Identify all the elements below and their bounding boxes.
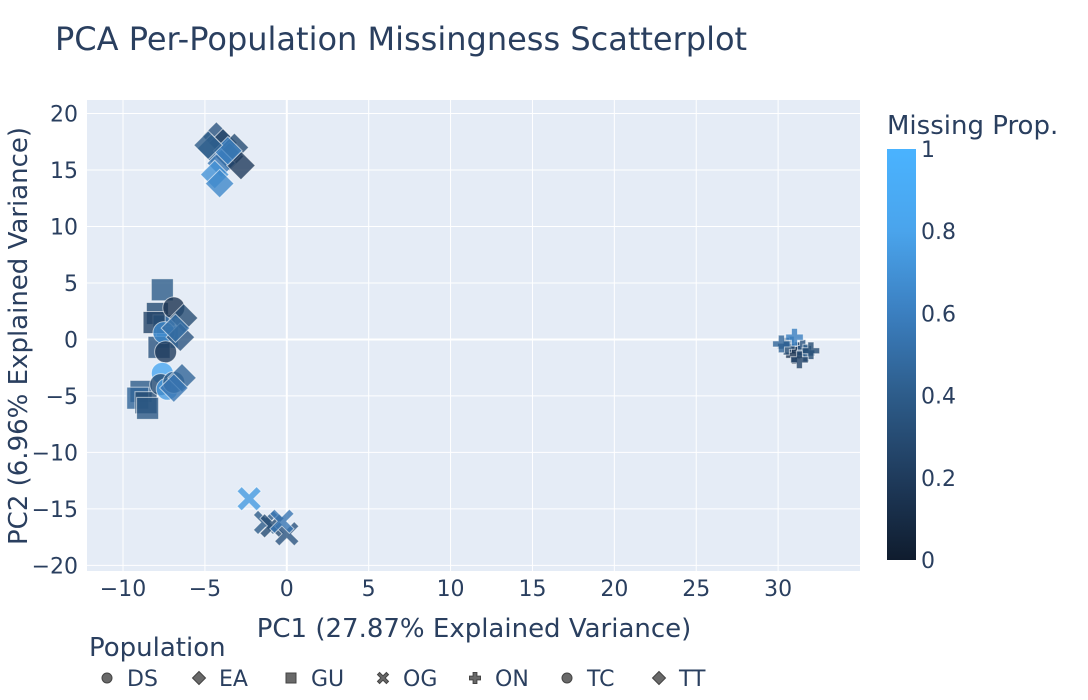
x-tick-label: −5 [189, 577, 221, 602]
x-axis-ticks: −10 −5 0 5 10 15 20 25 30 [100, 577, 792, 602]
colorbar-tick-label: 0 [921, 549, 935, 574]
data-point-ea [204, 168, 235, 199]
grid-lines [87, 100, 860, 571]
legend: DS EA GU OG ON TC TT [101, 667, 707, 692]
legend-symbol-circle [101, 672, 113, 684]
legend-item-tc[interactable]: TC [561, 667, 615, 692]
colorbar-tick-label: 0.4 [921, 385, 956, 410]
colorbar-tick-label: 0.2 [921, 467, 956, 492]
data-point-ea [193, 130, 224, 161]
legend-item-og[interactable]: OG [376, 667, 438, 692]
y-tick-label: −5 [46, 385, 78, 410]
legend-label: DS [127, 667, 158, 692]
y-tick-label: −15 [32, 498, 78, 523]
x-tick-label: −10 [100, 577, 146, 602]
data-point-tt [158, 373, 189, 404]
data-point-og [269, 508, 295, 535]
legend-item-ea[interactable]: EA [191, 667, 248, 692]
data-point-tt [160, 313, 191, 344]
x-tick-label: 25 [682, 577, 710, 602]
legend-symbol-circle [561, 672, 573, 684]
legend-label: TT [678, 667, 706, 692]
chart-title: PCA Per-Population Missingness Scatterpl… [55, 20, 747, 58]
legend-symbol-diamond [191, 670, 207, 686]
data-point-on [790, 350, 809, 370]
data-points [126, 121, 821, 547]
legend-label: GU [311, 667, 344, 692]
y-axis-label: PC2 (6.96% Explained Variance) [4, 127, 34, 545]
y-tick-label: −10 [32, 441, 78, 466]
y-tick-label: 15 [50, 159, 78, 184]
data-point-gu [150, 278, 174, 302]
x-axis-label: PC1 (27.87% Explained Variance) [257, 614, 692, 644]
colorbar-title: Missing Prop. [887, 111, 1058, 141]
data-point-og [236, 485, 262, 512]
x-tick-label: 15 [518, 577, 546, 602]
data-point-on [785, 327, 804, 347]
y-axis-ticks: −20 −15 −10 −5 0 5 10 15 20 [32, 103, 78, 580]
legend-item-tt[interactable]: TT [651, 667, 707, 692]
x-tick-label: 10 [437, 577, 465, 602]
legend-label: TC [586, 667, 615, 692]
colorbar [887, 149, 916, 560]
legend-label: OG [403, 667, 437, 692]
colorbar-tick-label: 0.6 [921, 302, 956, 327]
legend-item-on[interactable]: ON [469, 667, 529, 692]
legend-label: EA [219, 667, 248, 692]
legend-symbol-cross [469, 672, 481, 684]
x-tick-label: 20 [600, 577, 628, 602]
x-tick-label: 5 [362, 577, 376, 602]
legend-title: Population [89, 633, 226, 663]
legend-symbol-diamond [651, 670, 667, 686]
data-point-gu [136, 396, 160, 420]
y-tick-label: 0 [64, 328, 78, 353]
x-tick-label: 0 [280, 577, 294, 602]
legend-symbol-square [285, 672, 297, 684]
y-tick-label: 5 [64, 272, 78, 297]
legend-label: ON [495, 667, 529, 692]
x-tick-label: 30 [764, 577, 792, 602]
y-tick-label: −20 [32, 554, 78, 579]
legend-symbol-x [376, 671, 390, 685]
colorbar-tick-label: 0.8 [921, 220, 956, 245]
y-tick-label: 20 [50, 103, 78, 128]
colorbar-tick-label: 1 [921, 138, 935, 163]
legend-item-ds[interactable]: DS [101, 667, 158, 692]
plot-area [87, 100, 860, 571]
legend-item-gu[interactable]: GU [285, 667, 344, 692]
data-point-on [772, 334, 791, 354]
y-tick-label: 10 [50, 216, 78, 241]
data-point-on [801, 341, 821, 361]
colorbar-ticks: 0 0.2 0.4 0.6 0.8 1 [921, 138, 956, 574]
